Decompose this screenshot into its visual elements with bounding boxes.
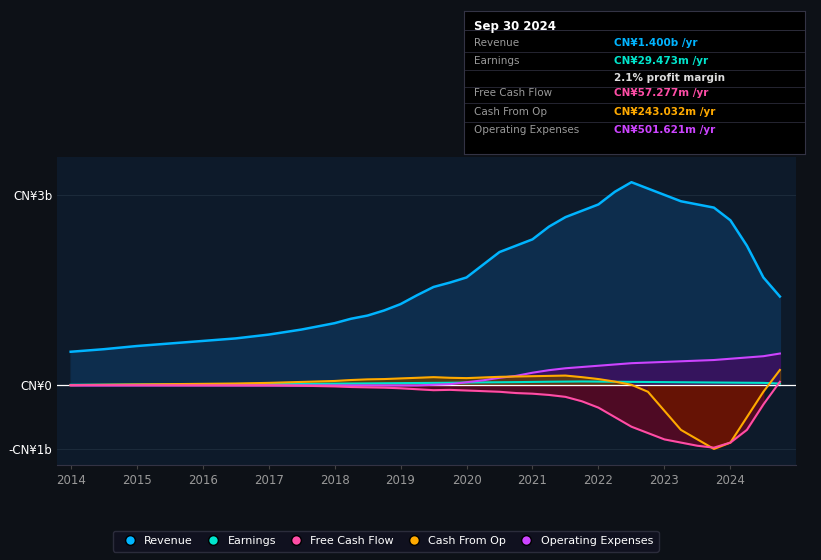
Text: 2.1% profit margin: 2.1% profit margin bbox=[614, 73, 725, 83]
Text: CN¥501.621m /yr: CN¥501.621m /yr bbox=[614, 125, 715, 136]
Text: CN¥243.032m /yr: CN¥243.032m /yr bbox=[614, 107, 715, 117]
Text: Sep 30 2024: Sep 30 2024 bbox=[474, 21, 556, 34]
Text: Cash From Op: Cash From Op bbox=[474, 107, 547, 117]
Text: CN¥57.277m /yr: CN¥57.277m /yr bbox=[614, 88, 709, 99]
Text: CN¥29.473m /yr: CN¥29.473m /yr bbox=[614, 56, 708, 66]
Text: Operating Expenses: Operating Expenses bbox=[474, 125, 580, 136]
Text: Earnings: Earnings bbox=[474, 56, 520, 66]
Legend: Revenue, Earnings, Free Cash Flow, Cash From Op, Operating Expenses: Revenue, Earnings, Free Cash Flow, Cash … bbox=[113, 530, 658, 552]
Text: Free Cash Flow: Free Cash Flow bbox=[474, 88, 553, 99]
Text: CN¥1.400b /yr: CN¥1.400b /yr bbox=[614, 38, 697, 48]
Text: Revenue: Revenue bbox=[474, 38, 519, 48]
